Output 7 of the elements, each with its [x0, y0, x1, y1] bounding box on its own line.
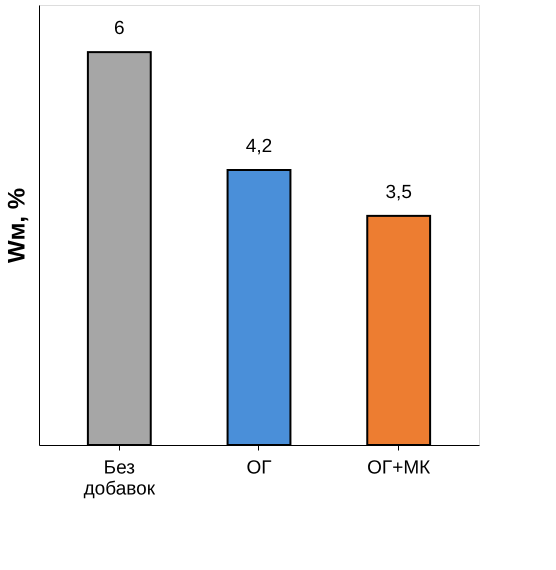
x-tick-label: ОГ+МК — [367, 458, 430, 478]
x-tick-label: ОГ — [246, 458, 272, 478]
data-label: 6 — [114, 18, 125, 40]
y-axis-title: Wм, % — [4, 188, 30, 264]
data-label: 4,2 — [246, 136, 272, 157]
data-label: 3,5 — [385, 182, 412, 203]
x-tick-label: Без добавок — [84, 458, 156, 500]
